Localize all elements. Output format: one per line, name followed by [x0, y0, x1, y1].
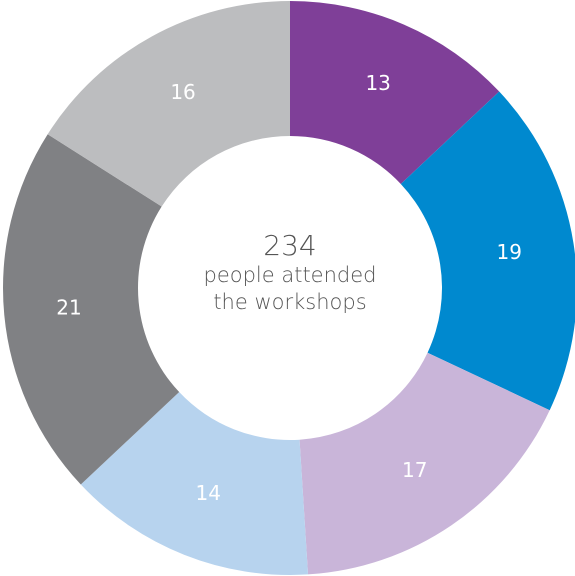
donut-segment — [400, 91, 575, 411]
center-caption: the workshops — [213, 290, 366, 314]
segment-label: 19 — [497, 240, 522, 264]
segment-label: 17 — [402, 458, 427, 482]
segment-label: 14 — [196, 481, 221, 505]
segment-label: 13 — [365, 71, 390, 95]
center-caption: people attended — [203, 263, 376, 287]
donut-segment — [47, 1, 290, 207]
segment-label: 21 — [56, 295, 81, 319]
donut-segment — [2, 134, 180, 485]
center-total: 234 — [263, 229, 316, 262]
donut-segment — [80, 392, 309, 575]
donut-segment — [299, 352, 550, 575]
donut-segment — [290, 1, 500, 184]
labels: 13 19 17 14 21 16 — [56, 71, 522, 505]
segment-label: 16 — [170, 80, 195, 104]
